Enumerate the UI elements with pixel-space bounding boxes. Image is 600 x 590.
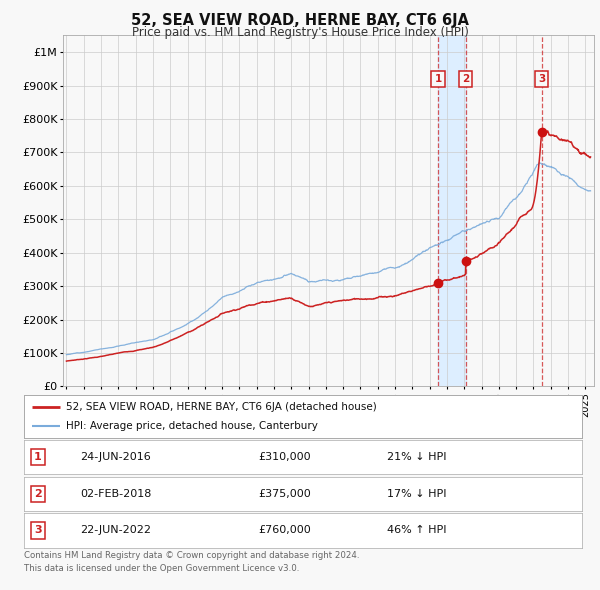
Bar [438, 35, 466, 386]
Text: 52, SEA VIEW ROAD, HERNE BAY, CT6 6JA (detached house): 52, SEA VIEW ROAD, HERNE BAY, CT6 6JA (d… [66, 402, 377, 412]
Text: 21% ↓ HPI: 21% ↓ HPI [387, 453, 446, 462]
Text: Price paid vs. HM Land Registry's House Price Index (HPI): Price paid vs. HM Land Registry's House … [131, 26, 469, 39]
Text: 1: 1 [34, 453, 42, 462]
Text: HPI: Average price, detached house, Canterbury: HPI: Average price, detached house, Cant… [66, 421, 318, 431]
Text: 17% ↓ HPI: 17% ↓ HPI [387, 489, 446, 499]
Text: Contains HM Land Registry data © Crown copyright and database right 2024.: Contains HM Land Registry data © Crown c… [24, 551, 359, 560]
Text: This data is licensed under the Open Government Licence v3.0.: This data is licensed under the Open Gov… [24, 564, 299, 573]
Text: 46% ↑ HPI: 46% ↑ HPI [387, 526, 446, 535]
Text: £760,000: £760,000 [259, 526, 311, 535]
Text: 2: 2 [34, 489, 42, 499]
Text: 02-FEB-2018: 02-FEB-2018 [80, 489, 151, 499]
Text: 52, SEA VIEW ROAD, HERNE BAY, CT6 6JA: 52, SEA VIEW ROAD, HERNE BAY, CT6 6JA [131, 13, 469, 28]
Text: 1: 1 [434, 74, 442, 84]
Text: 24-JUN-2016: 24-JUN-2016 [80, 453, 151, 462]
Text: 2: 2 [462, 74, 469, 84]
Text: £310,000: £310,000 [259, 453, 311, 462]
Text: 22-JUN-2022: 22-JUN-2022 [80, 526, 151, 535]
Text: 3: 3 [34, 526, 42, 535]
Text: £375,000: £375,000 [259, 489, 311, 499]
Text: 3: 3 [538, 74, 545, 84]
